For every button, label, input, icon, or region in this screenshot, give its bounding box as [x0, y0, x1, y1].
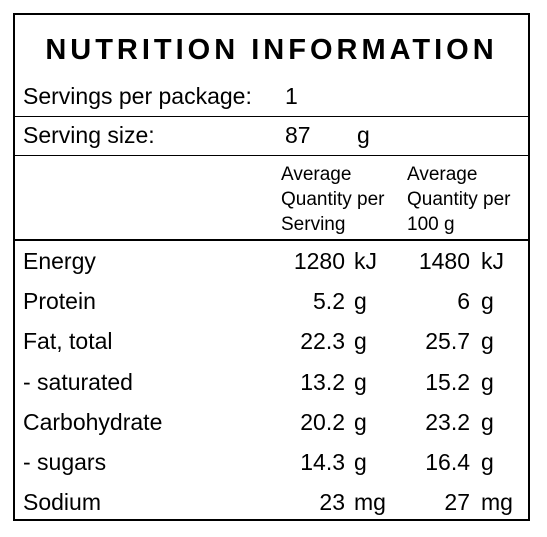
per100-value: 16.4	[425, 449, 470, 475]
serving-value: 1280	[293, 248, 345, 274]
serving-unit: g	[354, 409, 367, 435]
column-header-line: Serving	[281, 214, 346, 235]
nutrient-name: - saturated	[23, 369, 133, 395]
serving-value: 5.2	[313, 288, 345, 314]
table-row: Sodium 23 mg 27 mg	[15, 483, 528, 523]
serving-unit: kJ	[354, 248, 377, 274]
serving-size-value: 87	[285, 122, 311, 148]
table-row: - sugars 14.3 g 16.4 g	[15, 443, 528, 483]
nutrition-panel: NUTRITION INFORMATION Servings per packa…	[13, 13, 530, 521]
serving-unit: g	[354, 449, 367, 475]
column-header-line: Average	[407, 164, 478, 185]
per100-unit: g	[481, 409, 494, 435]
per100-unit: mg	[481, 489, 513, 515]
panel-title: NUTRITION INFORMATION	[45, 34, 498, 66]
serving-unit: g	[354, 288, 367, 314]
divider	[15, 155, 528, 156]
column-header-line: Quantity per	[281, 189, 385, 210]
serving-size-label: Serving size:	[23, 122, 155, 148]
nutrient-name: Carbohydrate	[23, 409, 163, 435]
nutrient-name: Sodium	[23, 489, 101, 515]
column-header-per-100g: Average Quantity per 100 g	[407, 162, 511, 237]
per100-value: 23.2	[425, 409, 470, 435]
per100-unit: g	[481, 328, 494, 354]
table-row: Fat, total 22.3 g 25.7 g	[15, 322, 528, 362]
divider	[15, 239, 528, 241]
table-row: Protein 5.2 g 6 g	[15, 282, 528, 322]
column-header-per-serving: Average Quantity per Serving	[281, 162, 385, 237]
serving-value: 13.2	[300, 369, 345, 395]
serving-size-unit: g	[357, 122, 370, 148]
nutrient-name: Fat, total	[23, 328, 113, 354]
per100-value: 6	[457, 288, 470, 314]
per100-value: 25.7	[425, 328, 470, 354]
servings-label: Servings per package:	[23, 83, 252, 109]
table-row: Carbohydrate 20.2 g 23.2 g	[15, 403, 528, 443]
nutrient-name: - sugars	[23, 449, 107, 475]
serving-unit: g	[354, 328, 367, 354]
serving-unit: mg	[354, 489, 386, 515]
nutrient-name: Energy	[23, 248, 96, 274]
per100-unit: kJ	[481, 248, 504, 274]
column-header-line: Quantity per	[407, 189, 511, 210]
serving-value: 22.3	[300, 328, 345, 354]
serving-value: 20.2	[300, 409, 345, 435]
column-header-line: Average	[281, 164, 352, 185]
serving-unit: g	[354, 369, 367, 395]
per100-unit: g	[481, 369, 494, 395]
table-row: Energy 1280 kJ 1480 kJ	[15, 242, 528, 282]
per100-value: 15.2	[425, 369, 470, 395]
column-header-line: 100 g	[407, 214, 455, 235]
divider	[15, 116, 528, 117]
table-row: - saturated 13.2 g 15.2 g	[15, 363, 528, 403]
per100-value: 1480	[418, 248, 470, 274]
per100-value: 27	[444, 489, 470, 515]
per100-unit: g	[481, 449, 494, 475]
serving-value: 14.3	[300, 449, 345, 475]
per100-unit: g	[481, 288, 494, 314]
nutrient-name: Protein	[23, 288, 96, 314]
serving-value: 23	[319, 489, 345, 515]
servings-value: 1	[285, 83, 298, 109]
